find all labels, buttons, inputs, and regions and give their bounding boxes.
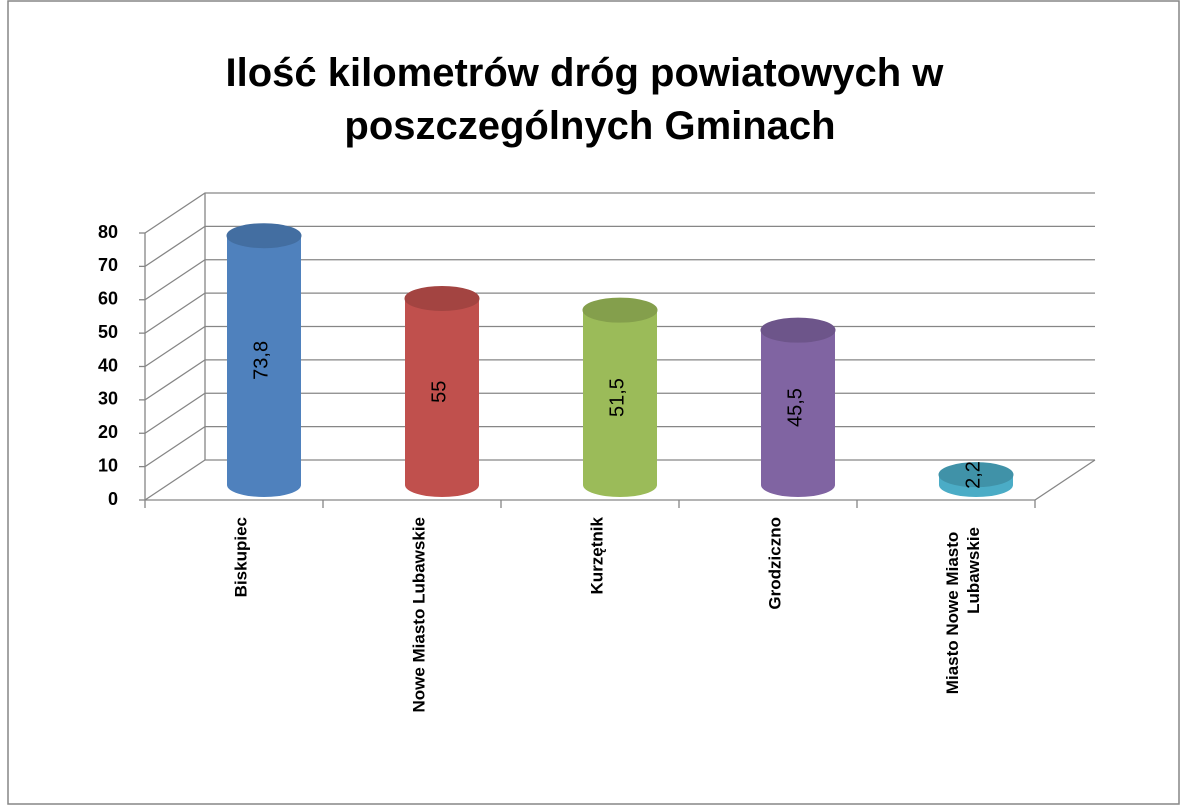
x-tick-label: Kurzętnik — [587, 516, 606, 594]
y-tick-label: 70 — [98, 255, 118, 275]
bar-top — [582, 297, 658, 323]
y-tick-label: 0 — [108, 489, 118, 509]
bar — [761, 330, 835, 497]
x-tick-label: Grodziczno — [765, 517, 784, 610]
y-tick-label: 40 — [98, 355, 118, 375]
value-label: 2,2 — [962, 461, 984, 489]
x-tick-label: Nowe Miasto Lubawskie — [409, 517, 428, 713]
value-label: 45,5 — [784, 388, 806, 427]
value-label: 73,8 — [250, 341, 272, 380]
bar — [583, 310, 657, 497]
bar-top — [404, 285, 480, 311]
grid-line — [144, 225, 1095, 267]
bar — [227, 235, 301, 497]
chart-title: Ilość kilometrów dróg powiatowych w posz… — [226, 51, 955, 148]
bar-top — [938, 462, 1014, 488]
x-tick-label: Biskupiec — [231, 517, 250, 597]
bar — [405, 298, 479, 497]
bar-top — [760, 317, 836, 343]
grid-line — [144, 192, 1095, 234]
y-tick-label: 30 — [98, 389, 118, 409]
y-tick-label: 10 — [98, 455, 118, 475]
y-tick-label: 80 — [98, 222, 118, 242]
grid-line — [144, 259, 1095, 301]
grid-line — [144, 292, 1095, 334]
y-tick-label: 60 — [98, 289, 118, 309]
y-tick-label: 20 — [98, 422, 118, 442]
value-label: 55 — [428, 381, 450, 403]
value-label: 51,5 — [606, 378, 628, 417]
bar-top — [226, 223, 302, 249]
x-tick-label: Miasto Nowe Miasto Lubawskie — [943, 527, 983, 694]
y-tick-label: 50 — [98, 322, 118, 342]
